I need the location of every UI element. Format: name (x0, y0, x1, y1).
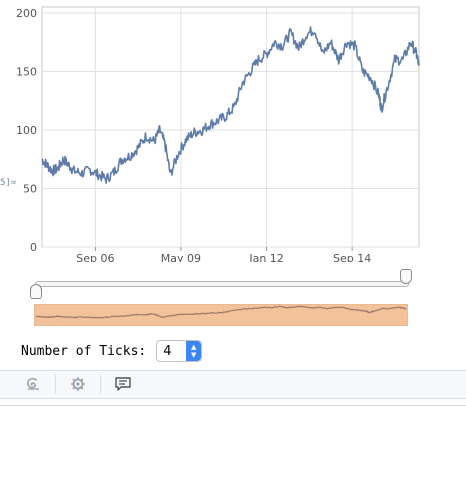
spinner-arrows[interactable]: ▲ ▼ (186, 341, 202, 361)
y-tick-label: 200 (16, 7, 37, 20)
comment-icon[interactable] (112, 374, 134, 394)
line-chart: 0 50 100 150 200 Sep 06 May 09 Jan 12 Sep 14 (16, 6, 420, 262)
y-tick-label: 50 (23, 183, 37, 196)
y-tick-label: 0 (30, 241, 37, 254)
spinner-down-icon[interactable]: ▼ (191, 351, 197, 359)
cell-bottom-border (0, 405, 466, 406)
range-slider-min-handle[interactable] (30, 284, 42, 299)
range-slider-track[interactable] (35, 281, 409, 287)
overview-chart[interactable] (34, 304, 408, 326)
cell-toolbar (0, 370, 466, 399)
toolbar-separator (100, 375, 101, 394)
range-slider-max-handle[interactable] (400, 269, 412, 284)
x-tick-label: Sep 06 (76, 252, 114, 262)
plot-frame (41, 6, 420, 248)
ticks-control-row: Number of Ticks: 4 ▲ ▼ (21, 340, 203, 362)
x-tick-label: Jan 12 (248, 252, 283, 262)
overview-series-line (35, 305, 407, 319)
swirl-icon[interactable] (22, 374, 44, 394)
toolbar-separator (55, 375, 56, 394)
x-tick-label: Sep 14 (333, 252, 371, 262)
number-of-ticks-value: 4 (163, 343, 172, 359)
number-of-ticks-label: Number of Ticks: (21, 343, 147, 359)
x-tick-label: May 09 (161, 252, 201, 262)
gear-icon[interactable] (67, 374, 89, 394)
spinner-up-icon[interactable]: ▲ (191, 343, 197, 351)
cell-output-label: 5]= (0, 178, 17, 188)
number-of-ticks-spinner[interactable]: 4 ▲ ▼ (156, 340, 203, 362)
y-tick-label: 100 (16, 124, 37, 137)
series-line (41, 26, 420, 184)
y-tick-label: 150 (16, 66, 37, 79)
overview-range-band (34, 304, 408, 326)
